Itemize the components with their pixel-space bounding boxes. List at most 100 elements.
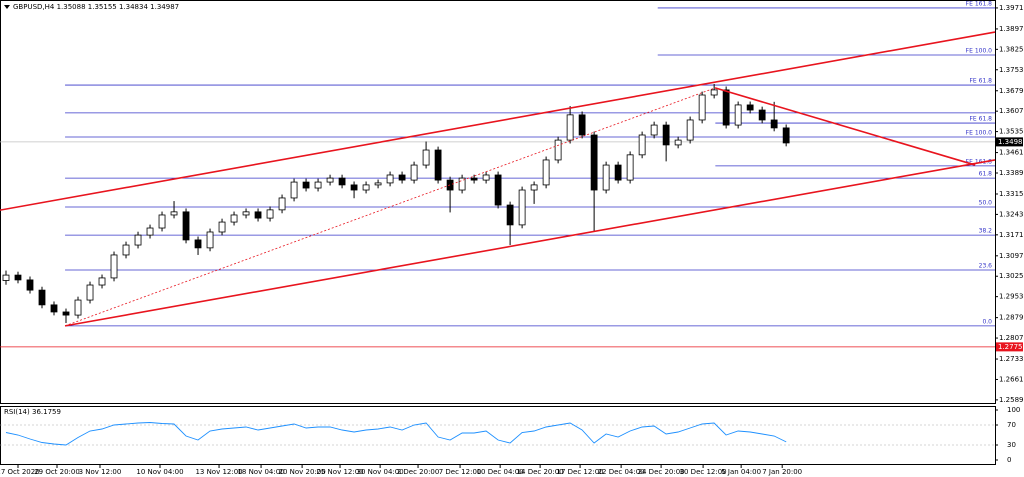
close: 1.34987: [150, 3, 179, 11]
y-tick-label: 1.29530: [999, 293, 1024, 301]
candle-body: [554, 139, 562, 161]
candle-body: [134, 234, 142, 246]
trendline: [0, 31, 996, 211]
rsi-line: [5, 422, 787, 446]
y-tick-label: 1.37530: [999, 66, 1024, 74]
candle-body: [74, 299, 82, 316]
symbol: GBPUSD,H4: [13, 3, 55, 11]
y-tick-label: 1.26610: [999, 375, 1024, 383]
candle-body: [578, 114, 586, 136]
candle-body: [38, 289, 46, 306]
y-tick-label: 1.33150: [999, 190, 1024, 198]
fib-label: FE 100.0: [966, 48, 993, 55]
candle-body: [2, 274, 10, 281]
candle-body: [770, 119, 778, 129]
candle-body: [350, 184, 358, 191]
x-tick-label: 3 Nov 12:00: [79, 468, 122, 476]
candle-body: [662, 124, 670, 146]
x-tick-label: 25 Nov 12:00: [316, 468, 363, 476]
candle-body: [518, 189, 526, 226]
candle-body: [242, 211, 250, 216]
candle-body: [146, 227, 154, 236]
y-tick-label: 1.35350: [999, 128, 1024, 136]
y-tick-label: 1.36790: [999, 87, 1024, 95]
x-tick-label: 24 Dec 20:00: [638, 468, 685, 476]
x-tick-label: 22 Dec 04:00: [598, 468, 645, 476]
trendline: [714, 87, 976, 166]
fib-label: 38.2: [979, 228, 993, 235]
y-tick-label: 1.36070: [999, 107, 1024, 115]
rsi-tick-label: 0: [1007, 456, 1011, 464]
fib-label: FE 100.0: [966, 129, 993, 136]
y-tick-label: 1.39710: [999, 4, 1024, 12]
x-tick-label: 5 Jan 04:00: [721, 468, 761, 476]
y-tick-label: 1.34610: [999, 149, 1024, 157]
candle-body: [614, 164, 622, 181]
candle-body: [530, 184, 538, 191]
candle-body: [338, 177, 346, 186]
fib-label: FE 61.8: [969, 78, 992, 85]
x-tick-label: 13 Nov 12:00: [195, 468, 242, 476]
candle-body: [434, 149, 442, 181]
fib-label: 61.8: [979, 171, 993, 178]
x-tick-label: 18 Nov 04:00: [237, 468, 284, 476]
candle-body: [758, 109, 766, 121]
fib-label: 50.0: [979, 200, 993, 207]
candle-body: [290, 181, 298, 199]
candle-body: [650, 124, 658, 136]
candle-body: [722, 89, 730, 126]
x-tick-label: 7 Dec 12:00: [439, 468, 482, 476]
candle-body: [566, 114, 574, 141]
open: 1.35088: [57, 3, 86, 11]
y-tick-label: 1.27330: [999, 355, 1024, 363]
candle-body: [314, 181, 322, 189]
y-tick-label: 1.25890: [999, 396, 1024, 404]
candle-body: [746, 104, 754, 111]
x-tick-label: 10 Nov 04:00: [136, 468, 183, 476]
candle-body: [638, 134, 646, 156]
candle-body: [194, 239, 202, 249]
candle-body: [14, 274, 22, 281]
fib-label: 23.6: [979, 262, 993, 269]
candle-body: [50, 304, 58, 313]
candle-body: [494, 174, 502, 206]
candle-body: [302, 181, 310, 189]
fib-label: 0.0: [982, 318, 992, 325]
x-tick-label: 14 Dec 20:00: [517, 468, 564, 476]
rsi-header: RSI(14) 36.1759: [4, 408, 61, 416]
candle-body: [122, 244, 130, 256]
y-tick-label: 1.28790: [999, 314, 1024, 322]
candle-body: [110, 254, 118, 279]
x-tick-label: 27 Oct 2020: [0, 468, 40, 476]
candle-body: [590, 134, 598, 191]
rsi-tick-label: 100: [1007, 406, 1020, 414]
trendline: [64, 159, 996, 327]
y-tick-label: 1.31710: [999, 231, 1024, 239]
y-tick-label: 1.38250: [999, 45, 1024, 53]
y-tick-label: 1.33890: [999, 169, 1024, 177]
candle-body: [218, 221, 226, 233]
x-tick-label: 2 Dec 20:00: [397, 468, 440, 476]
price-box-label: 1.27759: [998, 343, 1024, 351]
candle-body: [482, 174, 490, 181]
y-tick-label: 1.30250: [999, 272, 1024, 280]
candle-body: [710, 89, 718, 96]
candle-body: [398, 174, 406, 181]
candle-body: [422, 149, 430, 166]
candle-body: [362, 184, 370, 191]
price-box: [996, 137, 1023, 147]
price-box: [996, 342, 1023, 352]
fib-label: FE 161.8: [966, 0, 993, 7]
candle-body: [266, 209, 274, 219]
candle-body: [86, 284, 94, 301]
fib-label: FE 61.8: [969, 116, 992, 123]
menu-icon[interactable]: [4, 5, 10, 9]
candle-body: [230, 214, 238, 223]
candle-body: [602, 164, 610, 191]
candle-body: [206, 231, 214, 249]
candle-body: [158, 214, 166, 229]
x-tick-label: 7 Jan 20:00: [762, 468, 802, 476]
candle-body: [698, 94, 706, 121]
x-tick-label: 20 Nov 20:00: [278, 468, 325, 476]
